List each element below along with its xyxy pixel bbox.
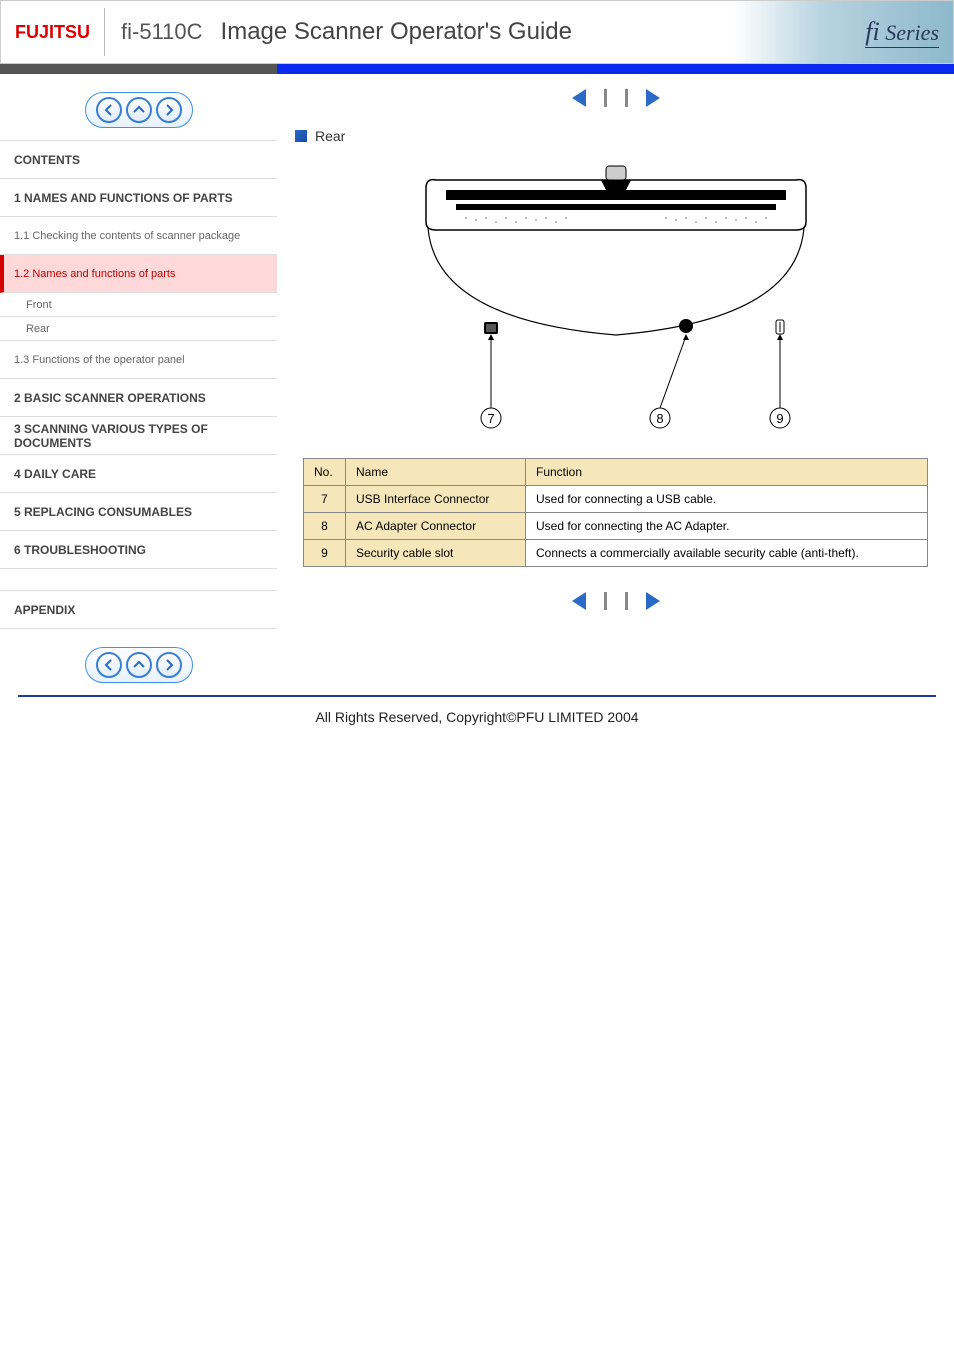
pager-bottom: [277, 577, 954, 625]
sidebar-item-1-1[interactable]: 1.1 Checking the contents of scanner pac…: [0, 217, 277, 255]
table-cell-func: Connects a commercially available securi…: [526, 540, 928, 567]
section-heading: Rear: [295, 128, 928, 144]
callout-9: 9: [776, 411, 783, 426]
sidebar-item-ch4[interactable]: 4 DAILY CARE: [0, 455, 277, 493]
pager-next-icon[interactable]: [646, 592, 660, 610]
table-cell-no: 8: [304, 513, 346, 540]
sidebar-item-1-2-active[interactable]: 1.2 Names and functions of parts: [0, 255, 277, 293]
table-header-no: No.: [304, 459, 346, 486]
sidebar-top-bar: [0, 64, 277, 74]
callout-7: 7: [487, 411, 494, 426]
pager-divider: [604, 89, 607, 107]
series-label: fi Series: [865, 17, 939, 48]
sidebar-item-ch3[interactable]: 3 SCANNING VARIOUS TYPES OF DOCUMENTS: [0, 417, 277, 455]
sidebar-item-ch5[interactable]: 5 REPLACING CONSUMABLES: [0, 493, 277, 531]
header-gradient: fi Series: [733, 1, 953, 63]
nav-forward-icon[interactable]: [156, 652, 182, 678]
bullet-square-icon: [295, 130, 307, 142]
table-cell-name: AC Adapter Connector: [346, 513, 526, 540]
sidebar-item-contents[interactable]: CONTENTS: [0, 141, 277, 179]
model-number: fi-5110C: [121, 19, 203, 45]
pager-prev-icon[interactable]: [572, 89, 586, 107]
sidebar: CONTENTS 1 NAMES AND FUNCTIONS OF PARTS …: [0, 64, 277, 695]
table-cell-func: Used for connecting a USB cable.: [526, 486, 928, 513]
nav-back-icon[interactable]: [96, 652, 122, 678]
table-cell-no: 7: [304, 486, 346, 513]
pager-divider: [604, 592, 607, 610]
pager-prev-icon[interactable]: [572, 592, 586, 610]
nav-up-icon[interactable]: [126, 652, 152, 678]
sidebar-spacer: [0, 569, 277, 591]
brand-logo: FUJITSU: [1, 8, 105, 56]
table-cell-name: Security cable slot: [346, 540, 526, 567]
scanner-rear-diagram: 7 8 9: [303, 160, 928, 440]
table-row: 8 AC Adapter Connector Used for connecti…: [304, 513, 928, 540]
table-header-name: Name: [346, 459, 526, 486]
nav-back-icon[interactable]: [96, 97, 122, 123]
sidebar-item-ch1[interactable]: 1 NAMES AND FUNCTIONS OF PARTS: [0, 179, 277, 217]
copyright-text: All Rights Reserved, Copyright©PFU LIMIT…: [0, 697, 954, 749]
callout-8: 8: [656, 411, 663, 426]
table-header-function: Function: [526, 459, 928, 486]
content-top-bar: [277, 64, 954, 74]
table-cell-no: 9: [304, 540, 346, 567]
table-cell-func: Used for connecting the AC Adapter.: [526, 513, 928, 540]
sidebar-item-ch6[interactable]: 6 TROUBLESHOOTING: [0, 531, 277, 569]
sidebar-item-rear[interactable]: Rear: [0, 317, 277, 341]
section-label: Rear: [315, 128, 345, 144]
pager-next-icon[interactable]: [646, 89, 660, 107]
pager-top: [277, 74, 954, 122]
sidebar-list: CONTENTS 1 NAMES AND FUNCTIONS OF PARTS …: [0, 140, 277, 629]
table-row: 9 Security cable slot Connects a commerc…: [304, 540, 928, 567]
sidebar-nav-top: [0, 74, 277, 140]
table-cell-name: USB Interface Connector: [346, 486, 526, 513]
brand-logo-text: FUJITSU: [15, 22, 90, 43]
content-area: Rear: [277, 64, 954, 695]
header: FUJITSU fi-5110C Image Scanner Operator'…: [0, 0, 954, 64]
sidebar-item-ch2[interactable]: 2 BASIC SCANNER OPERATIONS: [0, 379, 277, 417]
sidebar-item-front[interactable]: Front: [0, 293, 277, 317]
pager-divider: [625, 89, 628, 107]
parts-table: No. Name Function 7 USB Interface Connec…: [303, 458, 928, 567]
sidebar-item-1-3[interactable]: 1.3 Functions of the operator panel: [0, 341, 277, 379]
sidebar-item-appendix[interactable]: APPENDIX: [0, 591, 277, 629]
table-row: 7 USB Interface Connector Used for conne…: [304, 486, 928, 513]
pager-divider: [625, 592, 628, 610]
document-title: Image Scanner Operator's Guide: [221, 18, 572, 46]
nav-up-icon[interactable]: [126, 97, 152, 123]
nav-forward-icon[interactable]: [156, 97, 182, 123]
sidebar-nav-bottom: [0, 629, 277, 695]
